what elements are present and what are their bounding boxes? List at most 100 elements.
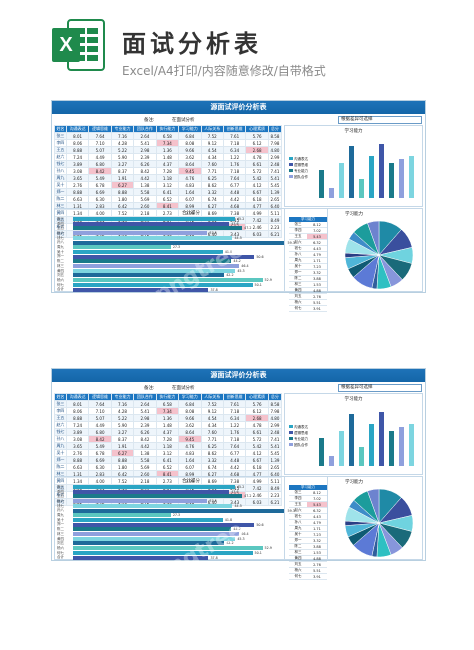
- name-cell[interactable]: 何七: [289, 305, 307, 312]
- score-cell[interactable]: 8.64: [178, 428, 202, 436]
- name-cell[interactable]: 钱七: [54, 160, 67, 168]
- score-cell[interactable]: 6.34: [222, 414, 247, 422]
- name-cell[interactable]: 钱七: [54, 428, 67, 436]
- score-cell[interactable]: 5.42: [245, 174, 269, 182]
- score-cell[interactable]: 7.41: [267, 435, 283, 443]
- score-cell[interactable]: 5.43: [306, 233, 327, 240]
- score-cell[interactable]: 1.39: [267, 188, 283, 196]
- score-cell[interactable]: 1.91: [110, 174, 135, 182]
- score-cell[interactable]: 4.79: [306, 519, 327, 526]
- score-cell[interactable]: 6.32: [306, 507, 327, 514]
- score-cell[interactable]: 1.80: [110, 463, 135, 471]
- score-cell[interactable]: 6.69: [88, 456, 112, 464]
- score-cell[interactable]: 1.76: [222, 160, 247, 168]
- score-cell[interactable]: 4.76: [178, 442, 202, 450]
- score-cell[interactable]: 5.76: [245, 132, 269, 140]
- score-cell[interactable]: 6.27: [110, 181, 135, 189]
- score-cell[interactable]: 8.62: [200, 449, 224, 457]
- score-cell[interactable]: 2.76: [306, 293, 327, 300]
- score-cell[interactable]: 8.88: [65, 188, 90, 196]
- score-cell[interactable]: 4.34: [200, 421, 224, 429]
- score-cell[interactable]: 1.64: [178, 456, 202, 464]
- score-cell[interactable]: 7.16: [110, 132, 135, 140]
- filter-select[interactable]: 根据差异可选择: [338, 116, 422, 124]
- score-cell[interactable]: 7.71: [200, 435, 224, 443]
- score-cell[interactable]: 1.36: [155, 146, 180, 154]
- score-cell[interactable]: 7.34: [155, 407, 180, 415]
- filter-select[interactable]: 根据差异可选择: [338, 384, 422, 392]
- score-cell[interactable]: 6.30: [88, 463, 112, 471]
- name-cell[interactable]: 赵六: [54, 421, 67, 429]
- score-cell[interactable]: 5.69: [133, 195, 157, 203]
- score-cell[interactable]: 8.88: [65, 414, 90, 422]
- score-cell[interactable]: 7.98: [267, 407, 283, 415]
- score-cell[interactable]: 6.78: [88, 181, 112, 189]
- name-cell[interactable]: 李四: [289, 495, 307, 502]
- score-cell[interactable]: 3.89: [65, 160, 90, 168]
- score-cell[interactable]: 6.74: [200, 195, 224, 203]
- score-cell[interactable]: 3.08: [65, 167, 90, 175]
- score-cell[interactable]: 6.12: [245, 139, 269, 147]
- score-cell[interactable]: 2.76: [65, 181, 90, 189]
- score-cell[interactable]: 7.10: [88, 407, 112, 415]
- score-cell[interactable]: 5.22: [110, 146, 135, 154]
- score-cell[interactable]: 7.18: [222, 435, 247, 443]
- score-cell[interactable]: 3.08: [65, 435, 90, 443]
- score-cell[interactable]: 1.18: [155, 442, 180, 450]
- name-cell[interactable]: 吴十: [54, 449, 67, 457]
- name-cell[interactable]: 张三: [289, 490, 307, 496]
- score-cell[interactable]: 6.58: [155, 132, 180, 140]
- name-cell[interactable]: 陈二: [54, 195, 67, 203]
- score-cell[interactable]: 4.42: [222, 463, 247, 471]
- score-cell[interactable]: 4.12: [245, 449, 269, 457]
- score-cell[interactable]: 3.12: [155, 181, 180, 189]
- name-cell[interactable]: 杨六: [289, 567, 307, 574]
- score-cell[interactable]: 5.41: [133, 139, 157, 147]
- score-cell[interactable]: 5.41: [133, 407, 157, 415]
- name-cell[interactable]: 郑一: [54, 188, 67, 196]
- score-cell[interactable]: 2.48: [267, 160, 283, 168]
- score-cell[interactable]: 4.42: [133, 442, 157, 450]
- score-cell[interactable]: 5.51: [306, 299, 327, 306]
- score-cell[interactable]: 6.58: [155, 400, 180, 408]
- score-cell[interactable]: 5.45: [267, 181, 283, 189]
- score-cell[interactable]: 7.23: [306, 263, 327, 270]
- name-cell[interactable]: 周九: [54, 442, 67, 450]
- name-cell[interactable]: 周九: [289, 257, 307, 264]
- score-cell[interactable]: 7.18: [222, 139, 247, 147]
- score-cell[interactable]: 7.23: [306, 531, 327, 538]
- score-cell[interactable]: 4.48: [222, 188, 247, 196]
- score-cell[interactable]: 8.06: [65, 139, 90, 147]
- score-cell[interactable]: 7.61: [222, 400, 247, 408]
- score-cell[interactable]: 9.45: [178, 435, 202, 443]
- score-cell[interactable]: 3.91: [306, 305, 327, 312]
- score-cell[interactable]: 4.28: [110, 139, 135, 147]
- score-cell[interactable]: 4.37: [155, 160, 180, 168]
- score-cell[interactable]: 5.90: [110, 153, 135, 161]
- score-cell[interactable]: 1.64: [178, 188, 202, 196]
- score-cell[interactable]: 8.88: [110, 456, 135, 464]
- score-cell[interactable]: 2.76: [306, 561, 327, 568]
- score-cell[interactable]: 1.38: [133, 181, 157, 189]
- score-cell[interactable]: 6.41: [155, 188, 180, 196]
- score-cell[interactable]: 5.72: [245, 167, 269, 175]
- score-cell[interactable]: 8.58: [267, 400, 283, 408]
- score-cell[interactable]: 1.76: [222, 428, 247, 436]
- score-cell[interactable]: 2.98: [133, 414, 157, 422]
- name-cell[interactable]: 孙八: [289, 519, 307, 526]
- score-cell[interactable]: 8.37: [110, 167, 135, 175]
- score-cell[interactable]: 7.02: [306, 227, 327, 234]
- score-cell[interactable]: 2.65: [267, 463, 283, 471]
- score-cell[interactable]: 6.84: [178, 400, 202, 408]
- score-cell[interactable]: 2.98: [133, 146, 157, 154]
- score-cell[interactable]: 8.62: [200, 181, 224, 189]
- score-cell[interactable]: 7.28: [155, 435, 180, 443]
- score-cell[interactable]: 4.78: [245, 421, 269, 429]
- score-cell[interactable]: 4.78: [245, 153, 269, 161]
- score-cell[interactable]: 5.22: [110, 414, 135, 422]
- score-cell[interactable]: 7.98: [267, 139, 283, 147]
- score-cell[interactable]: 6.63: [65, 463, 90, 471]
- name-cell[interactable]: 吴十: [54, 181, 67, 189]
- score-cell[interactable]: 4.34: [200, 153, 224, 161]
- score-cell[interactable]: 7.52: [200, 132, 224, 140]
